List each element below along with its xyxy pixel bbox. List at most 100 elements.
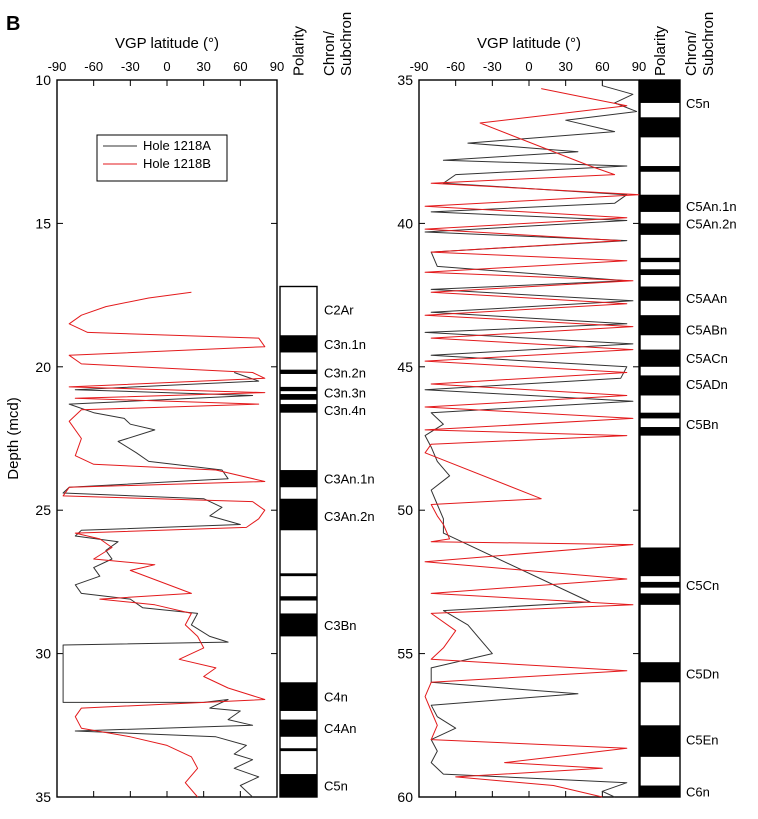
chron-label: C5An.1n xyxy=(686,199,737,214)
normal-polarity-band xyxy=(280,386,317,392)
x-tick-label: -30 xyxy=(121,59,140,74)
chron-label: C5Dn xyxy=(686,667,719,682)
y-tick-label: 15 xyxy=(35,215,51,231)
normal-polarity-band xyxy=(640,785,680,797)
y-tick-label: 30 xyxy=(35,646,51,662)
chron-label: C3n.1n xyxy=(324,337,366,352)
polarity-header: Polarity xyxy=(652,25,669,76)
normal-polarity-band xyxy=(640,286,680,301)
chron-label: C5ACn xyxy=(686,351,728,366)
chron-label: C6n xyxy=(686,784,710,799)
normal-polarity-band xyxy=(280,394,317,400)
series-line-hole-1218b xyxy=(62,291,266,798)
y-tick-label: 20 xyxy=(35,359,51,375)
y-tick-label: 10 xyxy=(35,72,51,88)
normal-polarity-band xyxy=(640,547,680,577)
x-tick-label: -90 xyxy=(410,59,429,74)
x-tick-label: -90 xyxy=(48,59,67,74)
left-panel: -90 -60 -30 0 30 60 90 VGP latitude (°) 10 15 20 25… xyxy=(5,12,375,805)
chron-header: Chron/ xyxy=(683,30,700,76)
normal-polarity-band xyxy=(640,593,680,605)
normal-polarity-band xyxy=(640,427,680,436)
normal-polarity-band xyxy=(640,194,680,212)
chron-label: C3n.3n xyxy=(324,386,366,401)
normal-polarity-band xyxy=(640,412,680,419)
right-panel: -90 -60 -30 0 30 60 90 VGP latitude (°) 35 40 45 50… xyxy=(397,12,736,805)
normal-polarity-band xyxy=(640,375,680,396)
normal-polarity-band xyxy=(280,682,317,711)
normal-polarity-band xyxy=(280,335,317,353)
chron-label: C5n xyxy=(686,96,710,111)
y-tick-label: 60 xyxy=(397,789,413,805)
y-tick-label: 35 xyxy=(397,72,413,88)
x-tick-label: 60 xyxy=(233,59,247,74)
chron-label: C4n xyxy=(324,690,348,705)
chron-header: Subchron xyxy=(700,12,717,76)
x-tick-label: 0 xyxy=(163,59,170,74)
normal-polarity-band xyxy=(640,257,680,263)
series-line-hole-1218a xyxy=(62,372,260,798)
polarity-column xyxy=(639,79,681,798)
chron-label: C4An xyxy=(324,721,357,736)
legend: Hole 1218A Hole 1218B xyxy=(96,134,228,182)
plot-frame xyxy=(418,79,640,798)
x-tick-label: 30 xyxy=(558,59,572,74)
chron-label: C5n xyxy=(324,779,348,794)
normal-polarity-band xyxy=(640,315,680,336)
x-axis-label: VGP latitude (°) xyxy=(477,35,581,52)
chron-label: C3n.2n xyxy=(324,366,366,381)
normal-polarity-band xyxy=(640,662,680,683)
normal-polarity-band xyxy=(640,166,680,172)
chron-label: C5ABn xyxy=(686,323,727,338)
normal-polarity-band xyxy=(280,596,317,601)
x-tick-label: -60 xyxy=(446,59,465,74)
chron-label: C3Bn xyxy=(324,618,357,633)
y-tick-label: 25 xyxy=(35,502,51,518)
x-axis-label: VGP latitude (°) xyxy=(115,35,219,52)
y-axis-label: Depth (mcd) xyxy=(5,397,22,480)
chron-label: C5AAn xyxy=(686,291,727,306)
normal-polarity-band xyxy=(280,573,317,577)
x-tick-label: 0 xyxy=(525,59,532,74)
chron-label: C5Cn xyxy=(686,578,719,593)
x-tick-label: 30 xyxy=(196,59,210,74)
y-tick-label: 35 xyxy=(35,789,51,805)
chron-header: Subchron xyxy=(338,12,355,76)
y-tick-label: 45 xyxy=(397,359,413,375)
chron-header: Chron/ xyxy=(321,30,338,76)
x-tick-label: -30 xyxy=(483,59,502,74)
x-tick-label: 90 xyxy=(270,59,284,74)
normal-polarity-band xyxy=(280,748,317,752)
chron-label: C3An.1n xyxy=(324,472,375,487)
normal-polarity-band xyxy=(640,349,680,367)
normal-polarity-band xyxy=(280,470,317,488)
chron-label: C3n.4n xyxy=(324,403,366,418)
normal-polarity-band xyxy=(640,269,680,276)
x-tick-label: -60 xyxy=(84,59,103,74)
y-tick-label: 40 xyxy=(397,215,413,231)
normal-polarity-band xyxy=(280,369,317,374)
y-tick-label: 55 xyxy=(397,646,413,662)
legend-entry: Hole 1218A xyxy=(143,138,211,153)
legend-entry: Hole 1218B xyxy=(143,156,211,171)
plot-frame xyxy=(56,79,278,798)
chron-label: C5An.2n xyxy=(686,216,737,231)
chron-label: C2Ar xyxy=(324,302,354,317)
legend-box xyxy=(96,134,228,182)
chron-label: C5En xyxy=(686,733,719,748)
normal-polarity-band xyxy=(640,80,680,103)
normal-polarity-band xyxy=(640,223,680,235)
normal-polarity-band xyxy=(280,404,317,413)
normal-polarity-band xyxy=(280,613,317,637)
normal-polarity-band xyxy=(280,719,317,737)
panel-label: B xyxy=(6,13,20,35)
polarity-header: Polarity xyxy=(291,25,308,76)
x-tick-label: 90 xyxy=(632,59,646,74)
chron-label: C5ADn xyxy=(686,377,728,392)
normal-polarity-band xyxy=(640,117,680,138)
normal-polarity-band xyxy=(640,725,680,757)
normal-polarity-band xyxy=(280,498,317,531)
series-line-hole-1218a xyxy=(424,85,638,798)
chron-label: C3An.2n xyxy=(324,509,375,524)
